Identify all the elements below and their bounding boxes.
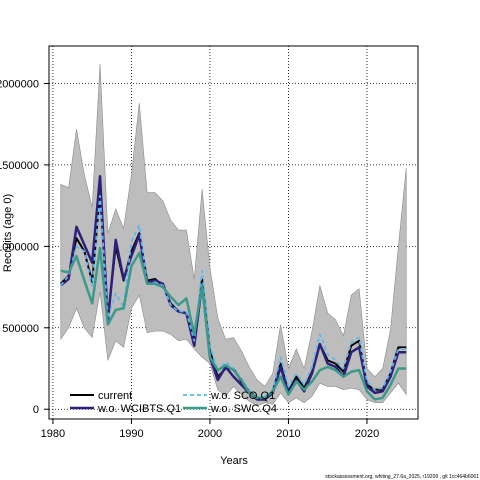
legend-label-1: w.o. WCIBTS.Q1 [97, 403, 181, 415]
series-line-2 [60, 194, 407, 399]
y-tick-label-1: 500000 [2, 323, 39, 335]
x-tick-label-2: 2000 [198, 428, 222, 440]
x-tick-label-0: 1980 [41, 428, 65, 440]
x-axis-label: Years [220, 455, 248, 467]
y-axis: 0 500000 1000000 1500000 2000000 [0, 78, 49, 416]
series-line-1 [59, 175, 407, 401]
y-axis-label: Recruits (age 0) [2, 194, 14, 272]
y-tick-label-0: 0 [33, 404, 39, 416]
y-tick-label-3: 1500000 [0, 160, 39, 172]
x-tick-label-1: 1990 [119, 428, 143, 440]
legend-label-0: current [98, 390, 132, 402]
series-lines [59, 175, 407, 401]
y-tick-label-4: 2000000 [0, 78, 39, 90]
confidence-band [60, 63, 407, 407]
confidence-band-area [60, 63, 407, 407]
x-tick-label-3: 2010 [276, 428, 300, 440]
y-tick-label-2: 1000000 [0, 241, 39, 253]
series-line-3 [60, 246, 407, 401]
x-axis: 1980 1990 2000 2010 2020 [41, 418, 379, 440]
footer-credit: stockassessment.org, whiting_27.6a_2025,… [325, 474, 479, 480]
x-tick-label-4: 2020 [355, 428, 379, 440]
legend-label-2: w.o. SCO.Q1 [210, 390, 275, 402]
legend-label-3: w.o. SWC.Q4 [210, 403, 277, 415]
